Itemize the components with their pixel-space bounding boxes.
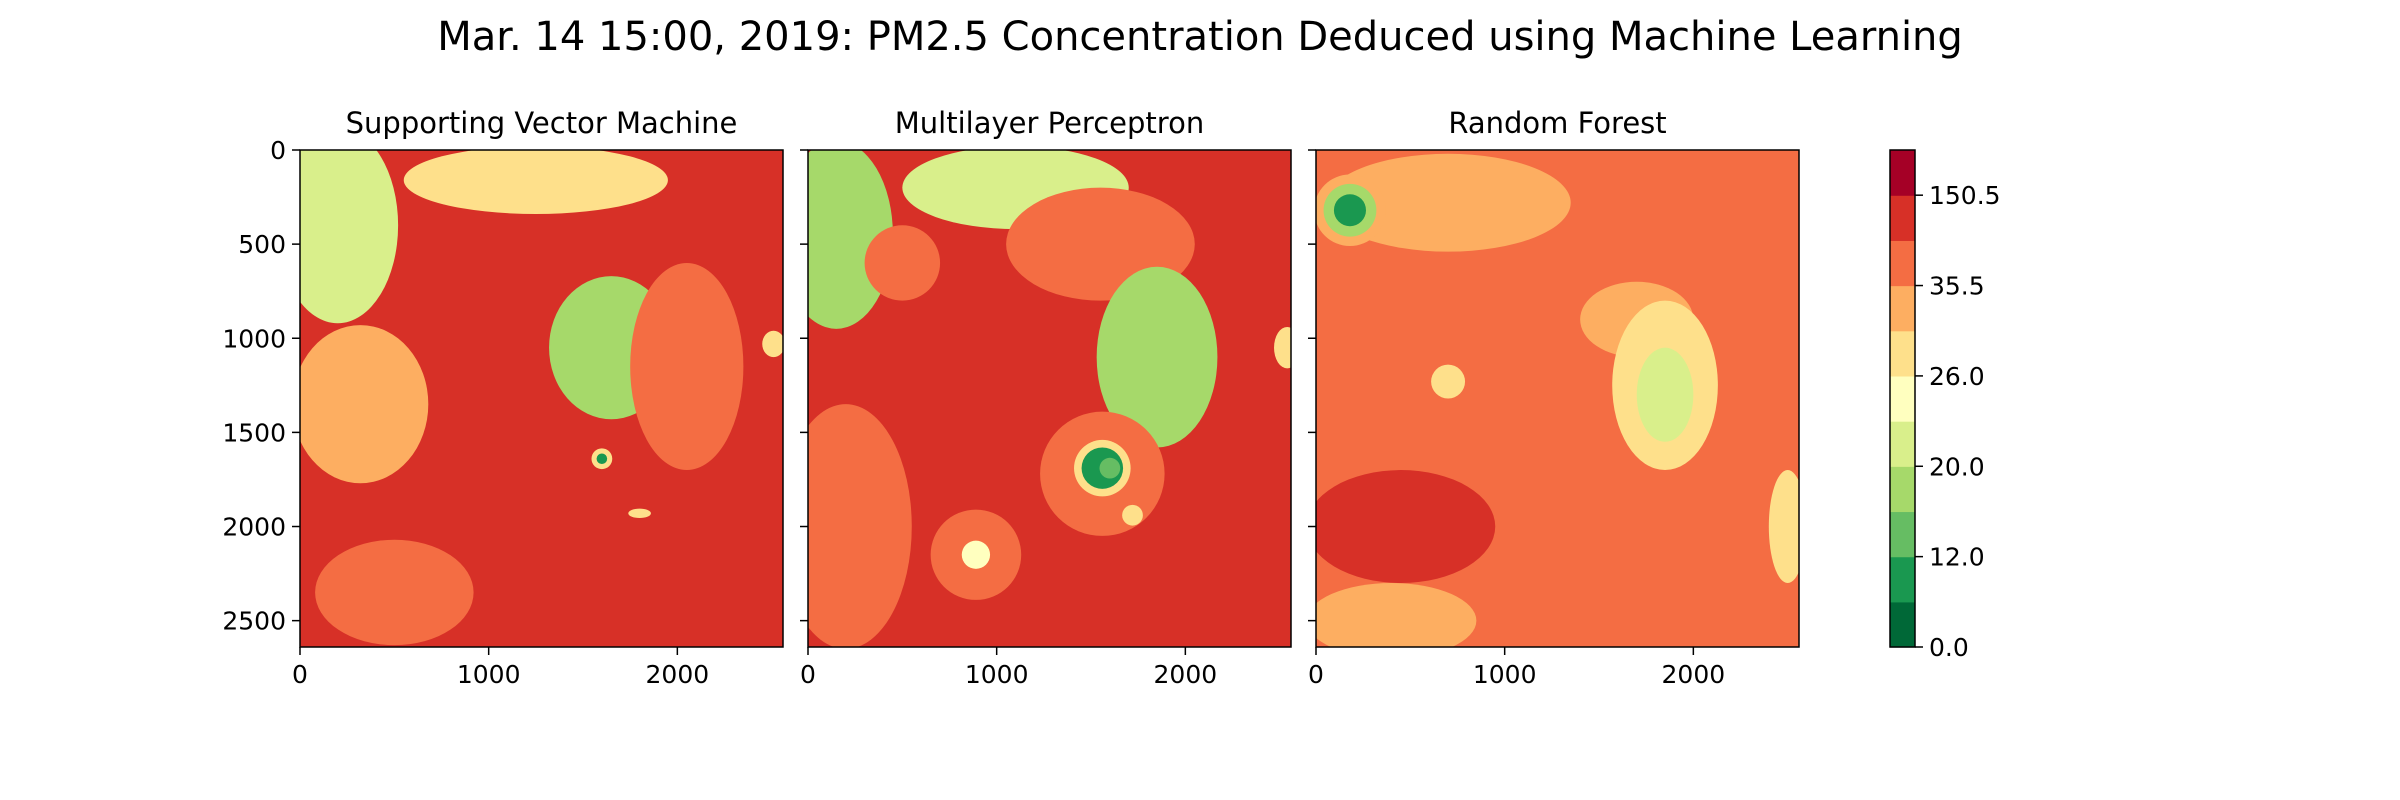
panel-frame [299, 149, 784, 648]
concentration-region [630, 262, 744, 471]
colorbar-swatch [1890, 466, 1915, 513]
heatmap-panels: Supporting Vector Machine 0 1000 2000 0 500 10… [222, 106, 1800, 689]
y-tick-label: 500 [238, 230, 286, 259]
panel-frame [807, 149, 1292, 648]
heatmap-field [300, 150, 783, 647]
x-tick-label: 2000 [1662, 660, 1726, 689]
panel-title: Random Forest [1448, 106, 1666, 140]
x-tick-label: 0 [800, 660, 816, 689]
concentration-region [1333, 194, 1366, 227]
concentration-region [864, 225, 941, 301]
colorbar-frame [1889, 149, 1916, 648]
x-tick-label: 0 [1308, 660, 1324, 689]
concentration-region [1316, 583, 1477, 647]
concentration-region [808, 150, 893, 329]
concentration-region [961, 540, 991, 569]
y-tick-label: 2500 [222, 607, 286, 636]
colorbar-swatch [1890, 511, 1915, 558]
figure-title: Mar. 14 15:00, 2019: PM2.5 Concentration… [437, 14, 1963, 60]
concentration-region [1431, 364, 1466, 399]
colorbar-swatch [1890, 375, 1915, 422]
colorbar-tick-label: 12.0 [1929, 543, 1985, 572]
colorbar-swatch [1890, 556, 1915, 603]
x-tick-label: 0 [292, 660, 308, 689]
x-tick-label: 1000 [1473, 660, 1537, 689]
colorbar-swatch [1890, 330, 1915, 377]
colorbar-tick-label: 0.0 [1929, 633, 1969, 662]
y-tick-label: 2000 [222, 513, 286, 542]
y-tick-label: 0 [270, 136, 286, 165]
concentration-region [1768, 470, 1799, 583]
concentration-region [1099, 457, 1121, 479]
colorbar-swatch [1890, 240, 1915, 287]
concentration-region [1274, 326, 1291, 369]
concentration-region [315, 539, 474, 646]
panel-frame [1315, 149, 1800, 648]
y-tick-label: 1000 [222, 324, 286, 353]
x-tick-label: 1000 [965, 660, 1029, 689]
colorbar: 0.0 12.0 20.0 26.0 35.5 150.5 [1889, 149, 2001, 662]
concentration-region [300, 150, 399, 324]
heatmap-field [808, 150, 1291, 647]
concentration-region [1316, 470, 1496, 583]
concentration-region [596, 453, 608, 465]
colorbar-tick-label: 20.0 [1929, 452, 1985, 481]
colorbar-swatch [1890, 150, 1915, 196]
concentration-region [808, 404, 912, 647]
colorbar-swatch [1890, 195, 1915, 241]
colorbar-swatch [1890, 601, 1915, 648]
concentration-region [300, 325, 429, 484]
x-tick-label: 2000 [646, 660, 710, 689]
x-tick-label: 2000 [1154, 660, 1218, 689]
y-tick-label: 1500 [222, 418, 286, 447]
concentration-region [1096, 266, 1218, 448]
heatmap-field [1316, 150, 1799, 647]
concentration-region [1122, 504, 1143, 526]
concentration-region [403, 150, 668, 214]
x-tick-label: 1000 [457, 660, 521, 689]
concentration-region [762, 330, 783, 358]
concentration-region [1636, 347, 1694, 442]
colorbar-tick-label: 150.5 [1929, 181, 2001, 210]
heatmap-panel: Multilayer Perceptron 0 1000 2000 [800, 106, 1292, 689]
colorbar-swatch [1890, 421, 1915, 467]
heatmap-panel: Supporting Vector Machine 0 1000 2000 0 500 10… [222, 106, 784, 689]
colorbar-tick-label: 26.0 [1929, 362, 1985, 391]
colorbar-tick-label: 35.5 [1929, 272, 1985, 301]
panel-title: Multilayer Perceptron [895, 106, 1204, 140]
concentration-region [1325, 153, 1571, 252]
concentration-region [628, 508, 651, 519]
heatmap-panel: Random Forest 0 1000 2000 [1308, 106, 1800, 689]
panel-title: Supporting Vector Machine [346, 106, 738, 140]
colorbar-swatch [1890, 285, 1915, 332]
